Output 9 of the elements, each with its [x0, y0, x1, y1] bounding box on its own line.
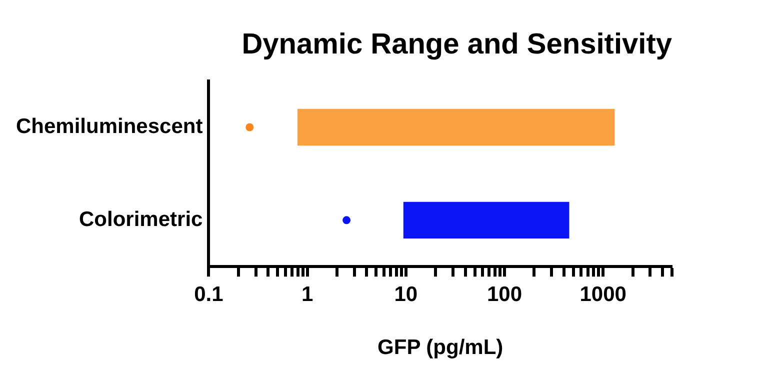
- x-tick-label: 10: [394, 282, 418, 306]
- x-tick-label: 100: [486, 282, 522, 306]
- x-tick-label: 0.1: [194, 282, 224, 306]
- x-tick-label: 1: [301, 282, 314, 306]
- y-tick-label: Colorimetric: [79, 208, 204, 231]
- x-tick-label: 1000: [580, 282, 626, 306]
- y-tick-label: Chemiluminescent: [16, 115, 203, 138]
- x-axis-title: GFP (pg/mL): [378, 336, 504, 360]
- chart-title: Dynamic Range and Sensitivity: [242, 28, 672, 60]
